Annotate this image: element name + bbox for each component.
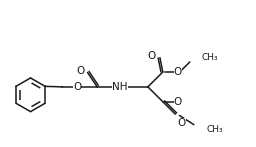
Text: O: O: [174, 97, 182, 107]
Text: NH: NH: [112, 82, 128, 92]
Text: O: O: [76, 66, 84, 76]
Text: CH₃: CH₃: [201, 53, 218, 62]
Text: O: O: [73, 82, 81, 92]
Text: O: O: [148, 51, 156, 61]
Text: O: O: [174, 67, 182, 77]
Text: CH₃: CH₃: [207, 125, 223, 134]
Text: O: O: [178, 118, 186, 128]
